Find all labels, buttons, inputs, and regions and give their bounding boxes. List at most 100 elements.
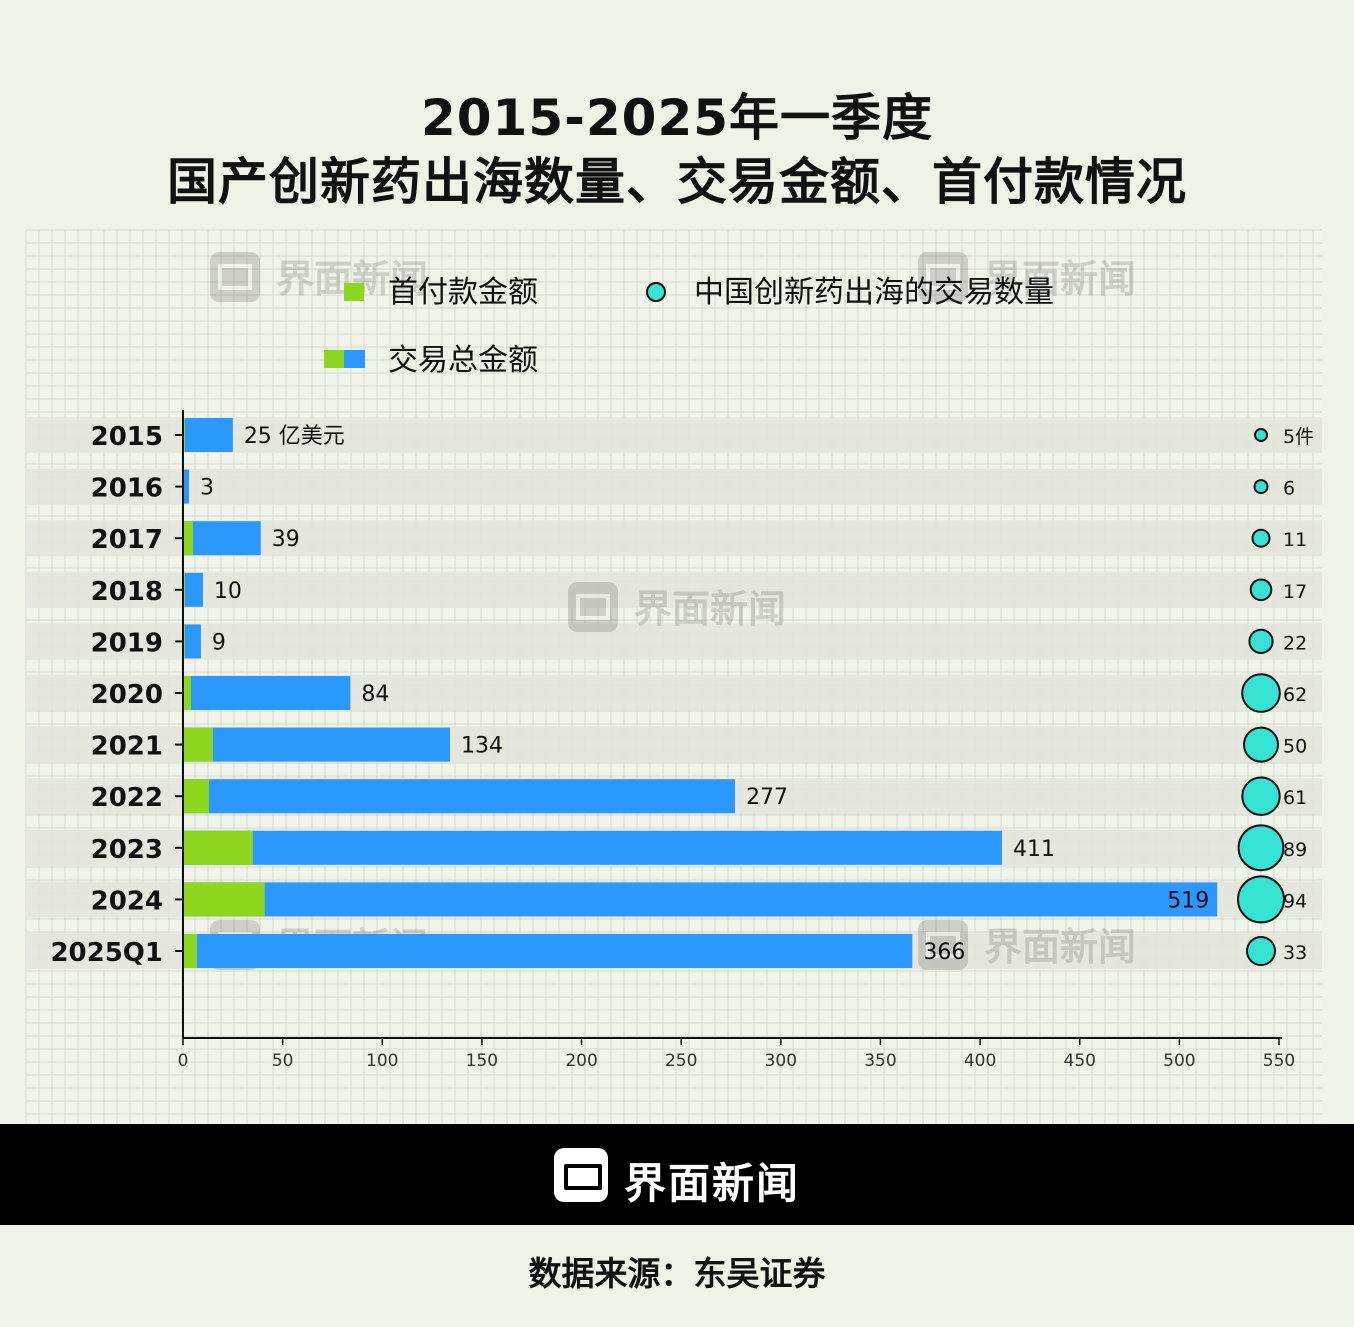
x-tick-label: 200: [565, 1051, 597, 1071]
bar-total: [183, 676, 351, 710]
x-tick-label: 300: [765, 1051, 797, 1071]
value-label: 25 亿美元: [244, 424, 345, 449]
x-tick-label: 400: [964, 1051, 996, 1071]
bubble-deals: [1254, 428, 1268, 442]
category-label: 2017: [91, 525, 163, 555]
watermark-logo-inner: [926, 932, 960, 958]
bubble-deals: [1251, 528, 1271, 548]
x-tick-label: 550: [1263, 1051, 1295, 1071]
value-label: 366: [923, 940, 965, 965]
value-label: 134: [461, 734, 503, 759]
bubble-deals: [1237, 875, 1285, 924]
bubble-label: 11: [1283, 529, 1307, 551]
watermark-logo-icon: [210, 252, 260, 302]
watermark-text: 界面新闻: [984, 925, 1136, 969]
row-band: [26, 623, 1322, 660]
x-tick-label: 250: [665, 1051, 697, 1071]
legend-label: 交易总金额: [388, 343, 538, 378]
legend-swatch-total-blue: [344, 350, 365, 368]
watermark-logo-inner: [926, 264, 960, 290]
bar-upfront: [183, 676, 191, 710]
chart: 界面新闻界面新闻界面新闻界面新闻界面新闻首付款金额中国创新药出海的交易数量交易总…: [25, 229, 1322, 1124]
x-tick-label: 50: [272, 1051, 294, 1071]
bar-total: [183, 572, 203, 607]
row-band: [26, 417, 1322, 453]
watermark-logo-icon: [918, 920, 968, 970]
value-label: 3: [200, 476, 214, 501]
x-tick-label: 450: [1064, 1051, 1096, 1071]
bar-upfront: [183, 521, 193, 556]
row-band: [26, 571, 1322, 608]
category-label: 2022: [91, 783, 163, 813]
value-label: 84: [361, 682, 389, 707]
legend-label: 中国创新药出海的交易数量: [694, 275, 1054, 310]
footer-bar: [0, 1124, 1354, 1225]
bar-total: [183, 624, 201, 659]
watermark: 界面新闻: [918, 252, 1136, 302]
bubble-deals: [1241, 673, 1281, 713]
data-source: 数据来源：东吴证券: [528, 1254, 826, 1293]
x-tick-label: 350: [864, 1051, 896, 1071]
bar-total: [183, 934, 913, 968]
bubble-label: 62: [1283, 684, 1307, 706]
category-label: 2020: [91, 680, 163, 710]
watermark-logo-inner: [576, 594, 610, 620]
watermark: 界面新闻: [568, 582, 786, 632]
bubble-label: 6: [1283, 478, 1295, 500]
watermark-logo-inner: [218, 264, 252, 290]
category-label: 2024: [91, 886, 163, 916]
category-label: 2019: [91, 628, 163, 658]
value-label: 519: [1167, 888, 1209, 913]
bar-total: [183, 469, 189, 504]
x-tick-label: 0: [178, 1051, 189, 1071]
chart-title-line-1: 2015-2025年一季度: [420, 89, 934, 147]
bubble-deals: [1243, 726, 1279, 763]
value-label: 39: [272, 527, 300, 552]
bubble-label: 17: [1283, 581, 1307, 603]
category-label: 2016: [91, 474, 163, 504]
bar-upfront: [183, 779, 209, 814]
row-band: [26, 468, 1322, 505]
bubble-label: 33: [1283, 942, 1307, 964]
bar-upfront: [183, 727, 213, 762]
bubble-label: 5件: [1283, 426, 1314, 448]
bubble-label: 89: [1283, 839, 1307, 861]
value-label: 10: [214, 579, 242, 604]
watermark-logo-icon: [568, 582, 618, 632]
bar-upfront: [183, 830, 253, 865]
brand-name: 界面新闻: [624, 1159, 801, 1208]
bar-total: [183, 882, 1218, 917]
brand-logo-icon: [554, 1148, 608, 1202]
chart-title-line-2: 国产创新药出海数量、交易金额、首付款情况: [167, 153, 1187, 211]
category-label: 2018: [91, 577, 163, 607]
value-label: 411: [1013, 837, 1055, 862]
category-label: 2021: [91, 732, 163, 762]
x-tick-label: 100: [366, 1051, 398, 1071]
bubble-label: 94: [1283, 890, 1307, 912]
category-label: 2025Q1: [50, 938, 163, 968]
bubble-deals: [1249, 578, 1273, 602]
legend-marker-deals: [646, 282, 666, 302]
bar-total: [183, 521, 261, 556]
bubble-deals: [1248, 628, 1274, 655]
bubble-label: 61: [1283, 787, 1307, 809]
legend-label: 首付款金额: [388, 275, 538, 310]
watermark-text: 界面新闻: [984, 257, 1136, 301]
bar-upfront: [183, 934, 197, 968]
bubble-deals: [1246, 936, 1276, 966]
bar-total: [183, 418, 233, 452]
bubble-label: 50: [1283, 736, 1307, 758]
bubble-deals: [1253, 479, 1269, 495]
bar-upfront: [183, 882, 265, 917]
value-label: 277: [746, 785, 788, 810]
category-label: 2023: [91, 835, 163, 865]
x-tick-label: 500: [1163, 1051, 1195, 1071]
watermark-text: 界面新闻: [634, 587, 786, 631]
value-label: 9: [212, 630, 226, 655]
bar-total: [183, 779, 735, 814]
bubble-deals: [1241, 776, 1281, 816]
bar-total: [183, 727, 451, 762]
bubble-label: 22: [1283, 632, 1307, 654]
legend-swatch-upfront: [344, 283, 364, 301]
bar-total: [183, 830, 1003, 865]
